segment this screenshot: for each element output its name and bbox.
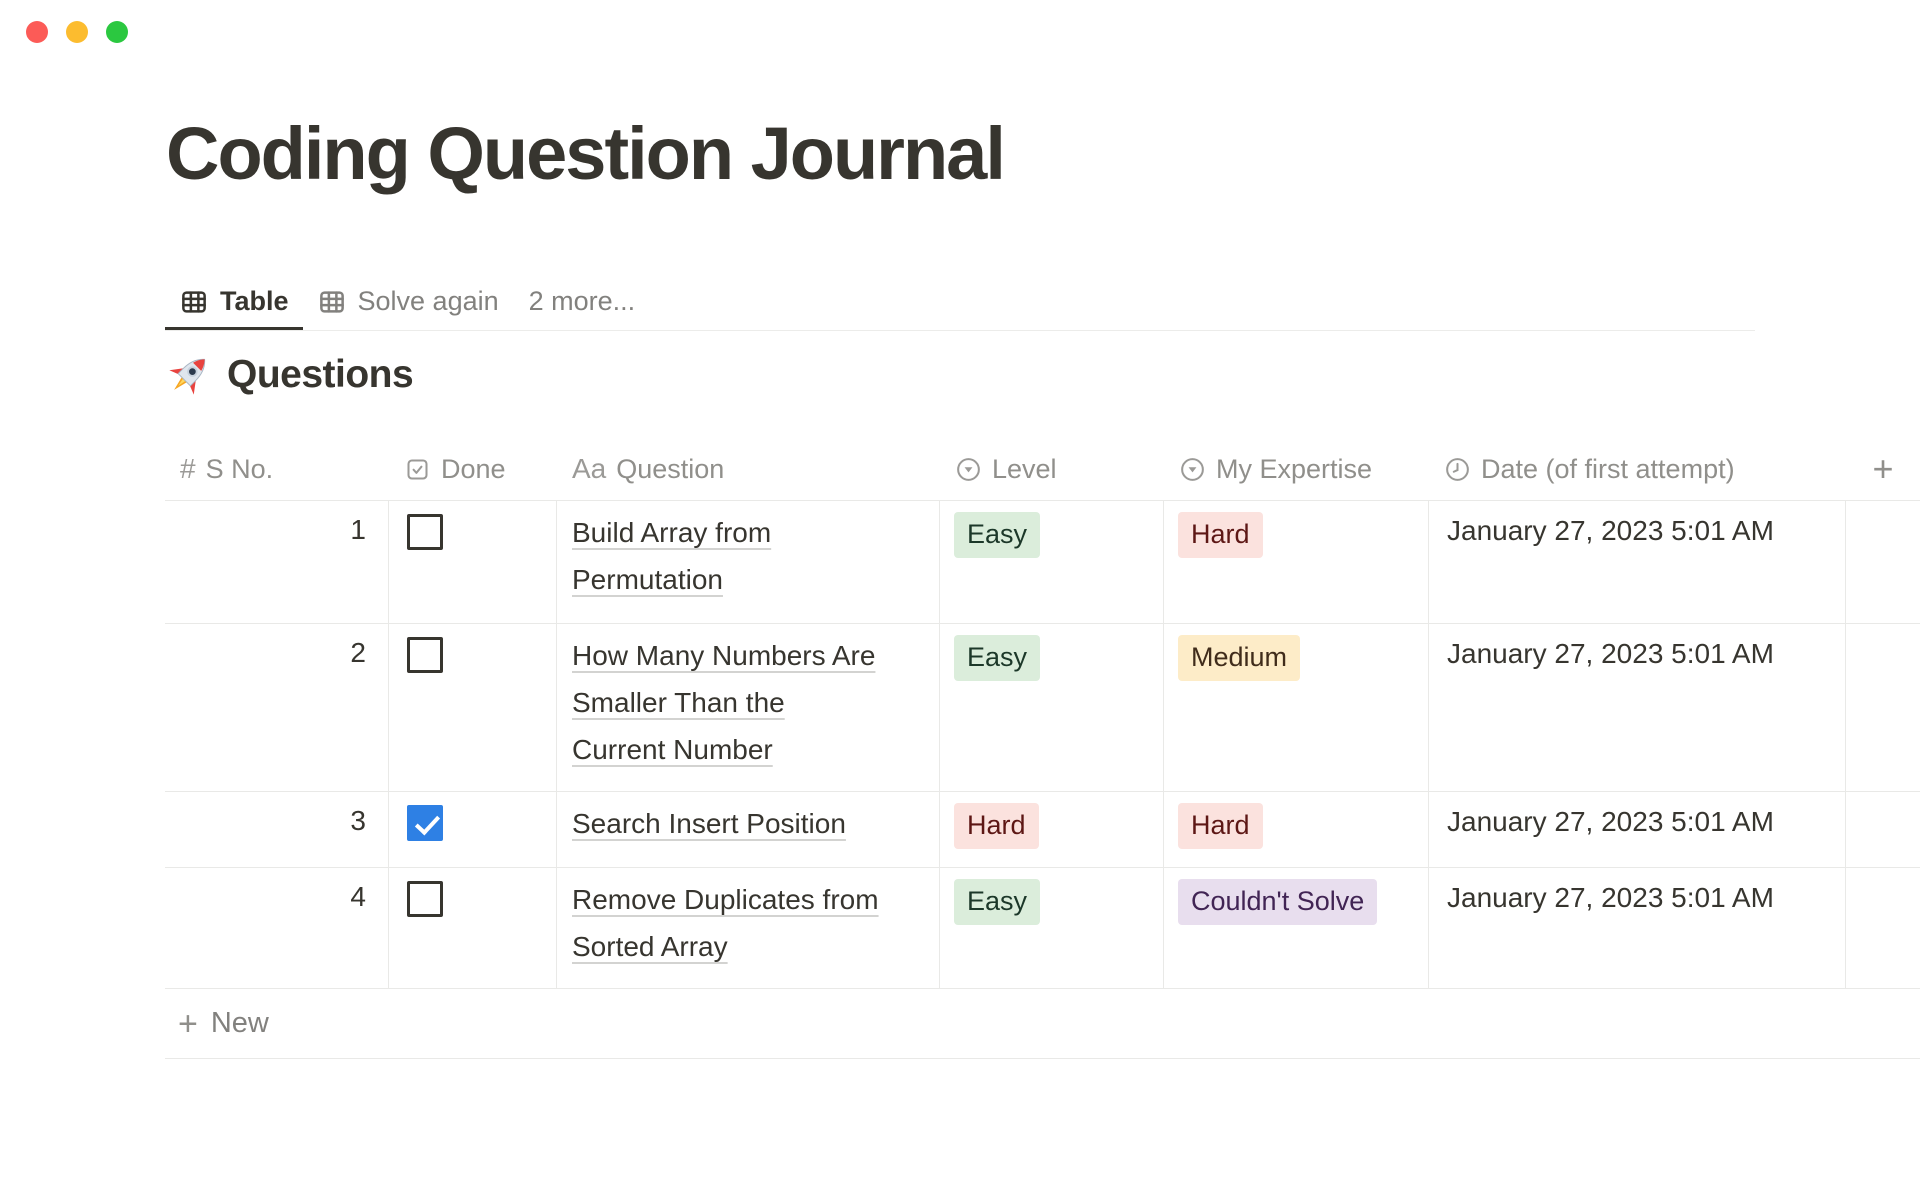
cell-question: Search Insert Position [557, 792, 940, 867]
new-row-label: New [210, 1007, 269, 1039]
cell-done [389, 624, 557, 791]
select-icon [1181, 457, 1204, 481]
page-title: Coding Question Journal [166, 112, 1006, 195]
cell-date[interactable]: January 27, 2023 5:01 AM [1429, 792, 1846, 867]
expertise-badge: Hard [1178, 512, 1263, 558]
table-view-icon [182, 290, 206, 313]
done-checkbox[interactable] [407, 805, 443, 841]
table-row: 2 How Many Numbers Are Smaller Than the … [165, 624, 1920, 792]
cell-level[interactable]: Easy [940, 501, 1164, 623]
column-header-sno[interactable]: # S No. [165, 438, 389, 500]
plus-icon: + [178, 1004, 198, 1043]
checkbox-icon [407, 458, 428, 480]
column-header-done[interactable]: Done [389, 438, 557, 500]
cell-empty [1846, 792, 1920, 867]
column-label: Date (of first attempt) [1481, 453, 1735, 484]
column-label: Done [441, 453, 506, 484]
column-header-question[interactable]: Aa Question [557, 438, 940, 500]
cell-done [389, 868, 557, 988]
cell-expertise[interactable]: Hard [1164, 792, 1429, 867]
cell-sno: 1 [165, 501, 389, 623]
cell-level[interactable]: Hard [940, 792, 1164, 867]
table-view-icon [319, 290, 344, 313]
tab-table-label: Table [220, 286, 289, 316]
cell-done [389, 501, 557, 623]
cell-level[interactable]: Easy [940, 624, 1164, 791]
cell-date[interactable]: January 27, 2023 5:01 AM [1429, 624, 1846, 791]
rocket-emoji [169, 358, 206, 395]
questions-table: # S No. Done Aa Question Level [165, 438, 1920, 1059]
tabs-more-button[interactable]: 2 more... [513, 273, 652, 330]
level-badge: Easy [954, 879, 1041, 925]
cell-sno: 2 [165, 624, 389, 791]
cell-empty [1846, 624, 1920, 791]
cell-expertise[interactable]: Medium [1164, 624, 1429, 791]
level-badge: Hard [954, 803, 1039, 849]
cell-empty [1846, 868, 1920, 988]
window-controls [26, 21, 128, 43]
done-checkbox[interactable] [407, 881, 443, 917]
cell-empty [1846, 501, 1920, 623]
title-icon: Aa [572, 453, 607, 484]
plus-icon: + [1872, 448, 1894, 489]
table-row: 1 Build Array from Permutation Easy Hard… [165, 501, 1920, 624]
new-row-button[interactable]: + New [165, 989, 1920, 1059]
tab-solve-again-label: Solve again [357, 286, 499, 316]
question-link[interactable]: Build Array from Permutation [572, 517, 772, 595]
view-tabs: Table Solve again 2 more... [165, 273, 1755, 331]
column-label: My Expertise [1216, 453, 1373, 484]
cell-date[interactable]: January 27, 2023 5:01 AM [1429, 501, 1846, 623]
expertise-badge: Medium [1178, 635, 1301, 681]
column-label: S No. [205, 453, 274, 484]
cell-expertise[interactable]: Couldn't Solve [1164, 868, 1429, 988]
cell-expertise[interactable]: Hard [1164, 501, 1429, 623]
cell-sno: 4 [165, 868, 389, 988]
database-section-header: Questions [166, 352, 414, 398]
cell-date[interactable]: January 27, 2023 5:01 AM [1429, 868, 1846, 988]
expertise-badge: Couldn't Solve [1178, 879, 1378, 925]
close-window-button[interactable] [26, 21, 48, 43]
cell-level[interactable]: Easy [940, 868, 1164, 988]
table-header-row: # S No. Done Aa Question Level [165, 438, 1920, 501]
cell-question: Build Array from Permutation [557, 501, 940, 623]
cell-question: How Many Numbers Are Smaller Than the Cu… [557, 624, 940, 791]
level-badge: Easy [954, 512, 1041, 558]
column-label: Question [616, 453, 725, 484]
expertise-badge: Hard [1178, 803, 1263, 849]
table-row: 4 Remove Duplicates from Sorted Array Ea… [165, 868, 1920, 989]
question-link[interactable]: How Many Numbers Are Smaller Than the Cu… [572, 640, 876, 765]
database-title: Questions [227, 353, 414, 396]
level-badge: Easy [954, 635, 1041, 681]
minimize-window-button[interactable] [66, 21, 88, 43]
tabs-more-label: 2 more... [528, 286, 636, 316]
cell-sno: 3 [165, 792, 389, 867]
clock-icon [1446, 457, 1469, 481]
column-header-date[interactable]: Date (of first attempt) [1429, 438, 1846, 500]
done-checkbox[interactable] [407, 514, 443, 550]
tab-solve-again[interactable]: Solve again [303, 273, 513, 330]
column-header-expertise[interactable]: My Expertise [1164, 438, 1429, 500]
column-header-level[interactable]: Level [940, 438, 1164, 500]
table-row: 3 Search Insert Position Hard Hard Janua… [165, 792, 1920, 868]
question-link[interactable]: Search Insert Position [572, 808, 846, 839]
done-checkbox[interactable] [407, 637, 443, 673]
select-icon [957, 457, 980, 481]
add-column-button[interactable]: + [1846, 438, 1920, 500]
cell-done [389, 792, 557, 867]
zoom-window-button[interactable] [106, 21, 128, 43]
column-label: Level [992, 453, 1057, 484]
cell-question: Remove Duplicates from Sorted Array [557, 868, 940, 988]
question-link[interactable]: Remove Duplicates from Sorted Array [572, 884, 879, 962]
hash-icon: # [180, 453, 196, 484]
tab-table[interactable]: Table [165, 273, 303, 330]
